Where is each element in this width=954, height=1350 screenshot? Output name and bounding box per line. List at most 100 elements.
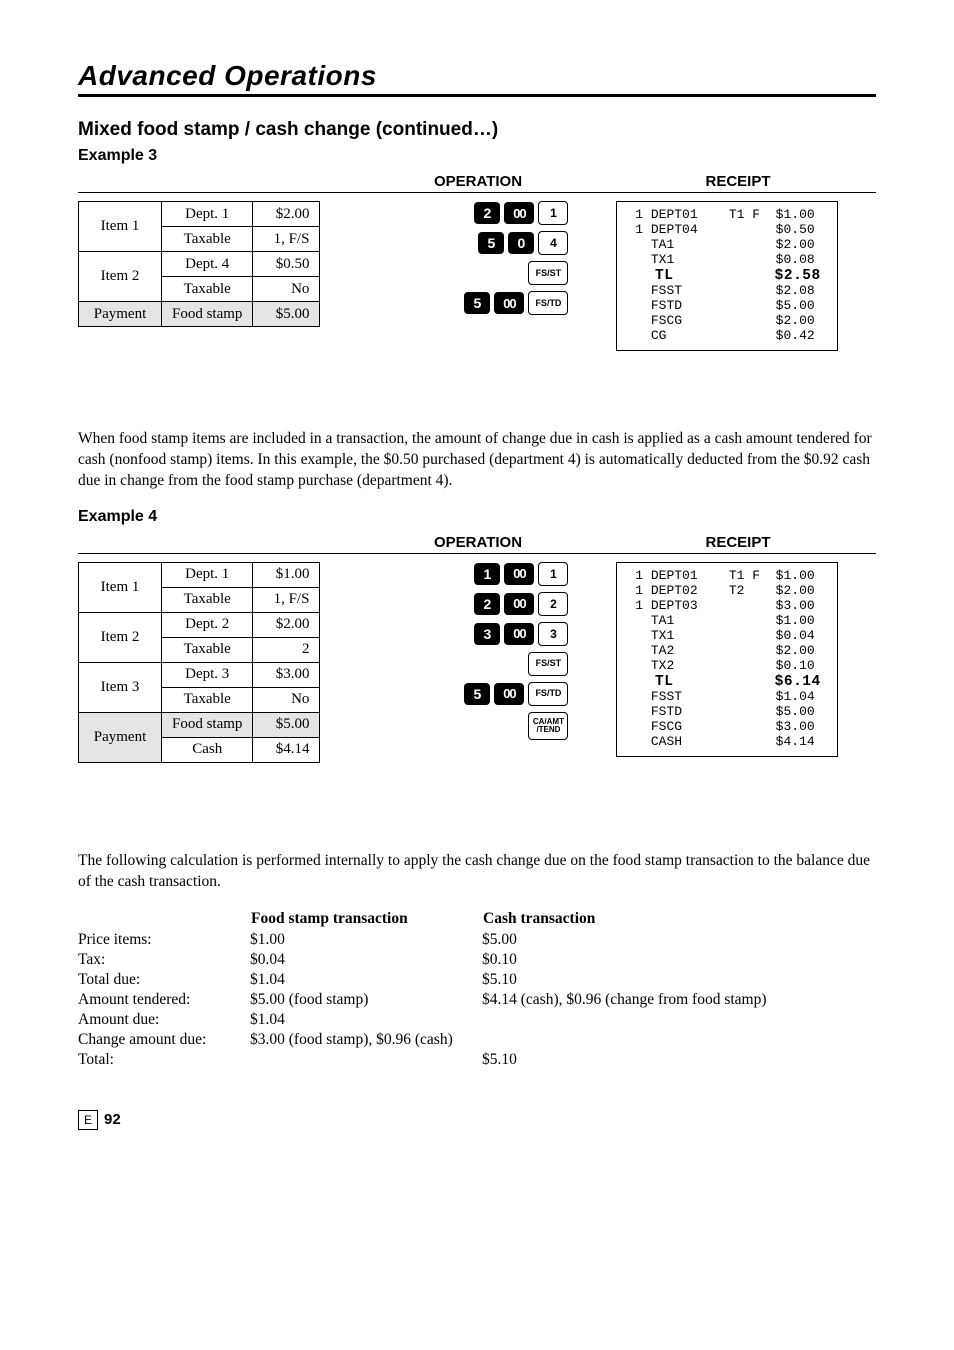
ex3-ops-col: 2001504FS/ST500FS/TD xyxy=(368,201,568,315)
ex3-block: Item 1Dept. 1$2.00Taxable1, F/SItem 2Dep… xyxy=(78,201,876,351)
function-key: FS/TD xyxy=(528,291,568,315)
table-cell: $5.00 xyxy=(253,302,320,327)
calc-cell: Amount due: xyxy=(78,1010,250,1030)
table-cell: Taxable xyxy=(162,637,253,662)
example3-title: Example 3 xyxy=(78,147,876,165)
table-cell: Taxable xyxy=(162,687,253,712)
calc-cell xyxy=(250,1050,482,1070)
receipt-line: TA1 $1.00 xyxy=(627,614,827,629)
calc-cell: Change amount due: xyxy=(78,1030,250,1050)
receipt-line: FSST $2.08 xyxy=(627,284,827,299)
example4-title: Example 4 xyxy=(78,508,876,526)
calc-cell xyxy=(482,1010,844,1030)
table-cell: 1, F/S xyxy=(253,587,320,612)
table-cell: Payment xyxy=(79,712,162,762)
function-key: FS/ST xyxy=(528,652,568,676)
table-cell: Taxable xyxy=(162,277,253,302)
table-cell: $2.00 xyxy=(253,612,320,637)
receipt-line: 1 DEPT01 T1 F $1.00 xyxy=(627,208,827,223)
numeric-key: 2 xyxy=(474,593,500,615)
table-cell: $5.00 xyxy=(253,712,320,737)
numeric-key: 00 xyxy=(504,202,534,224)
numeric-key: 00 xyxy=(504,623,534,645)
calc-cell: Tax: xyxy=(78,950,250,970)
table-cell: Taxable xyxy=(162,587,253,612)
calc-cell: $3.00 (food stamp), $0.96 (cash) xyxy=(250,1030,482,1050)
numeric-key: 00 xyxy=(494,683,524,705)
calc-cell: Total: xyxy=(78,1050,250,1070)
footer-page-num: 92 xyxy=(104,1111,121,1128)
function-key: 4 xyxy=(538,231,568,255)
receipt-line: TL $6.14 xyxy=(627,674,827,691)
calc-cell: $1.04 xyxy=(250,1010,482,1030)
table-cell: Item 2 xyxy=(79,252,162,302)
receipt-line: TL $2.58 xyxy=(627,268,827,285)
key-row: FS/ST xyxy=(528,261,568,285)
footer-e-box: E xyxy=(78,1110,98,1130)
receipt-line: 1 DEPT04 $0.50 xyxy=(627,223,827,238)
receipt-line: CG $0.42 xyxy=(627,329,827,344)
calc-cell: $5.00 xyxy=(482,930,844,950)
calc-cell: Price items: xyxy=(78,930,250,950)
calc-cell: $5.00 (food stamp) xyxy=(250,990,482,1010)
calc-h-cash: Cash transaction xyxy=(482,909,844,930)
receipt-line: 1 DEPT02 T2 $2.00 xyxy=(627,584,827,599)
table-cell: Cash xyxy=(162,737,253,762)
ex4-opreceipt-header: OPERATION RECEIPT xyxy=(348,534,876,551)
receipt-line: 1 DEPT03 $3.00 xyxy=(627,599,827,614)
ex4-receipt: 1 DEPT01 T1 F $1.00 1 DEPT02 T2 $2.00 1 … xyxy=(616,562,838,757)
table-cell: Food stamp xyxy=(162,302,253,327)
table-cell: $3.00 xyxy=(253,662,320,687)
numeric-key: 0 xyxy=(508,232,534,254)
function-key: FS/ST xyxy=(528,261,568,285)
numeric-key: 00 xyxy=(504,593,534,615)
table-cell: Food stamp xyxy=(162,712,253,737)
calc-cell xyxy=(482,1030,844,1050)
receipt-line: CASH $4.14 xyxy=(627,735,827,750)
table-cell: Dept. 3 xyxy=(162,662,253,687)
receipt-line: FSTD $5.00 xyxy=(627,299,827,314)
table-cell: $2.00 xyxy=(253,202,320,227)
calc-cell: $1.00 xyxy=(250,930,482,950)
para2: The following calculation is performed i… xyxy=(78,851,876,893)
numeric-key: 2 xyxy=(474,202,500,224)
ex4-ops-col: 100120023003FS/ST500FS/TDCA/AMT/TEND xyxy=(368,562,568,740)
key-row: FS/ST xyxy=(528,652,568,676)
numeric-key: 00 xyxy=(504,563,534,585)
chapter-underline xyxy=(78,94,876,97)
numeric-key: 00 xyxy=(494,292,524,314)
function-key: CA/AMT/TEND xyxy=(528,712,568,740)
table-cell: 2 xyxy=(253,637,320,662)
table-cell: Item 3 xyxy=(79,662,162,712)
table-cell: $0.50 xyxy=(253,252,320,277)
function-key: 3 xyxy=(538,622,568,646)
key-row: 500FS/TD xyxy=(464,682,568,706)
key-row: 504 xyxy=(478,231,568,255)
calc-cell: Total due: xyxy=(78,970,250,990)
calc-cell: $4.14 (cash), $0.96 (change from food st… xyxy=(482,990,844,1010)
key-row: 500FS/TD xyxy=(464,291,568,315)
table-cell: Item 1 xyxy=(79,202,162,252)
table-cell: $4.14 xyxy=(253,737,320,762)
key-row: 1001 xyxy=(474,562,568,586)
key-row: CA/AMT/TEND xyxy=(528,712,568,740)
receipt-line: TX2 $0.10 xyxy=(627,659,827,674)
ex3-hr xyxy=(78,192,876,193)
section-title: Mixed food stamp / cash change (continue… xyxy=(78,119,876,141)
key-row: 3003 xyxy=(474,622,568,646)
function-key: 1 xyxy=(538,562,568,586)
ex4-rcpt-header: RECEIPT xyxy=(608,534,868,551)
receipt-line: TA1 $2.00 xyxy=(627,238,827,253)
table-cell: Item 1 xyxy=(79,562,162,612)
ex4-hr xyxy=(78,553,876,554)
calc-table: Food stamp transaction Cash transaction … xyxy=(78,909,844,1070)
table-cell: Payment xyxy=(79,302,162,327)
numeric-key: 5 xyxy=(464,292,490,314)
ex3-op-header: OPERATION xyxy=(348,173,608,190)
calc-cell: $5.10 xyxy=(482,970,844,990)
receipt-line: 1 DEPT01 T1 F $1.00 xyxy=(627,569,827,584)
calc-cell: $0.04 xyxy=(250,950,482,970)
receipt-line: FSST $1.04 xyxy=(627,690,827,705)
ex3-receipt: 1 DEPT01 T1 F $1.00 1 DEPT04 $0.50 TA1 $… xyxy=(616,201,838,351)
numeric-key: 5 xyxy=(478,232,504,254)
